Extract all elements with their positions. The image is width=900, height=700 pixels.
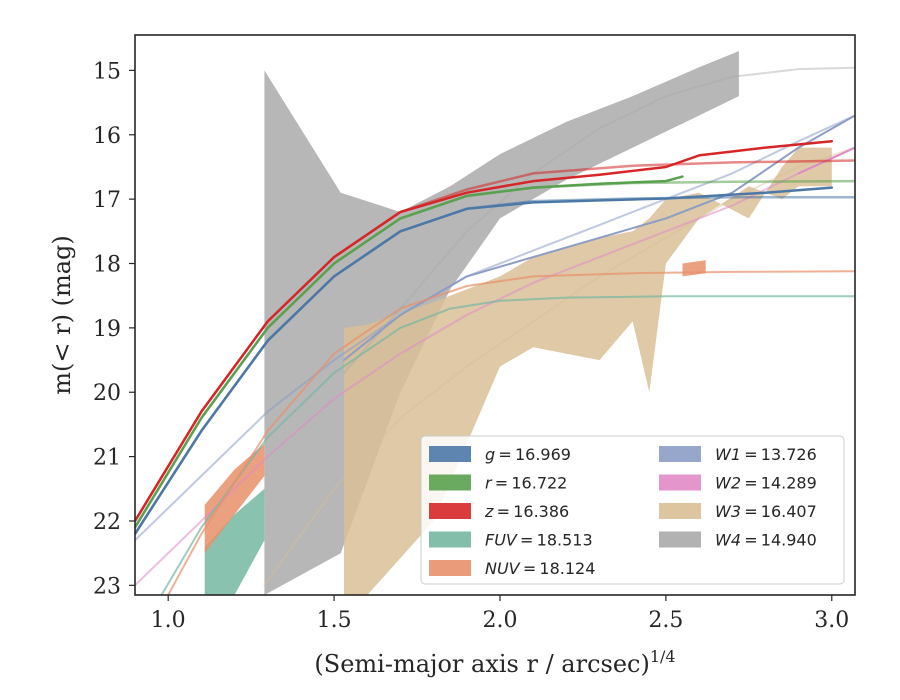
legend-swatch-r	[429, 474, 471, 491]
lines-layer	[135, 66, 855, 595]
y-tick-label: 20	[93, 381, 121, 406]
x-tick-label: 2.0	[482, 608, 517, 633]
y-tick-label: 18	[93, 253, 121, 278]
legend-box	[420, 435, 845, 585]
band-w4-0	[264, 51, 739, 595]
legend-swatch-g	[429, 446, 471, 462]
line-w3-model	[263, 146, 855, 587]
plot-frame	[134, 34, 856, 596]
legend-label-z: z = 16.386	[484, 502, 569, 521]
y-axis-label: m(< r) (mag)	[48, 235, 76, 394]
legend-swatch-w2	[659, 474, 701, 491]
legend-swatch-z	[429, 503, 471, 519]
line-nuv-model	[167, 270, 855, 595]
y-tick-label: 17	[93, 188, 121, 213]
line-fuv-model	[160, 295, 855, 595]
legend-label-w3: W3 = 16.407	[715, 502, 817, 521]
band-nuv-3	[204, 443, 265, 554]
legend-swatch-w1	[659, 446, 701, 462]
x-tick-label: 2.5	[648, 608, 683, 633]
y-tick-label: 15	[93, 59, 121, 84]
legend-swatch-w3	[659, 503, 701, 519]
band-nuv-4	[682, 260, 706, 277]
x-axis-label: (Semi-major axis r / arcsec)1/4	[314, 647, 675, 678]
x-axis-ticks: 1.0 1.5 2.0 2.5 3.0	[151, 595, 849, 633]
y-axis-ticks: 15 16 17 18 19 20 21 22 23	[93, 59, 135, 599]
legend-label-fuv: FUV = 18.513	[485, 531, 593, 550]
legend-label-w4: W4 = 14.940	[715, 531, 817, 550]
line-g-data	[135, 186, 834, 536]
legend-label-nuv: NUV = 18.124	[485, 559, 595, 578]
legend-swatch-w4	[659, 531, 701, 548]
y-tick-label: 22	[93, 510, 121, 535]
line-w1-model	[135, 114, 855, 542]
y-tick-label: 16	[93, 124, 121, 149]
legend-label-g: g = 16.969	[485, 445, 571, 464]
legend-swatch-fuv	[429, 531, 471, 548]
x-tick-label: 1.0	[151, 608, 186, 633]
x-tick-label: 3.0	[814, 608, 849, 633]
legend-label-w1: W1 = 13.726	[715, 445, 817, 464]
line-w4-model	[343, 66, 855, 374]
legend-swatch-nuv	[429, 560, 471, 576]
y-tick-label: 23	[93, 574, 121, 599]
y-tick-label: 21	[93, 446, 121, 471]
line-z-data	[135, 139, 834, 523]
band-fuv-2	[204, 488, 265, 595]
line-w2-model	[135, 146, 855, 587]
legend-label-w2: W2 = 14.289	[715, 474, 817, 493]
line-r-data	[135, 175, 684, 529]
legend-label-r: r = 16.722	[485, 474, 567, 493]
y-tick-label: 19	[93, 317, 121, 342]
legend: g = 16.969 r = 16.722 z = 16.386 FUV = 18.5…	[420, 435, 845, 585]
x-tick-label: 1.5	[317, 608, 352, 633]
